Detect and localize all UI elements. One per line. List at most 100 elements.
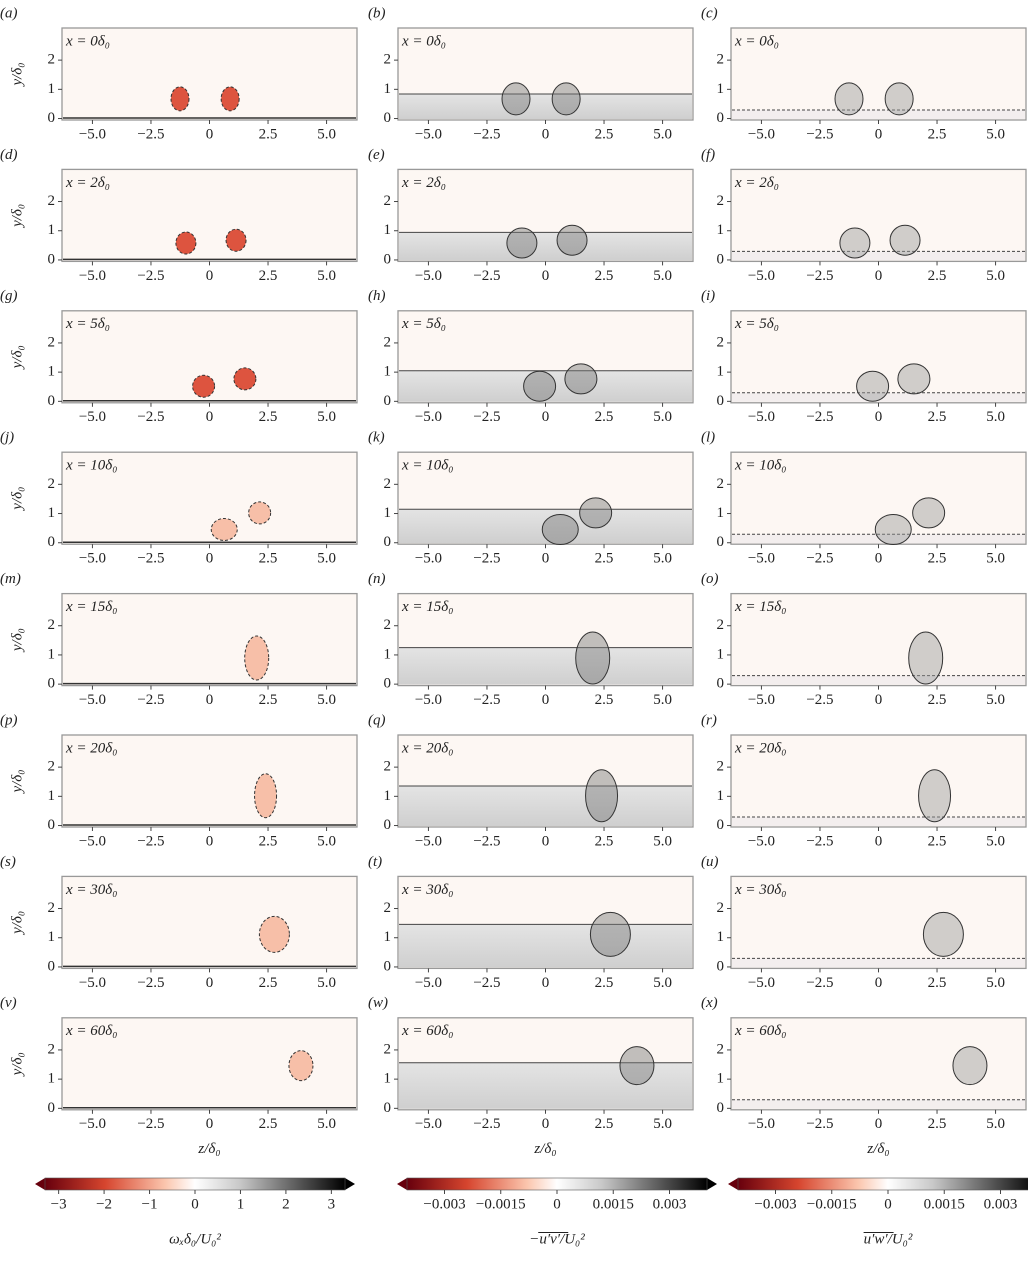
y-tick-label: 1 (384, 1071, 392, 1087)
y-tick-label: 2 (48, 52, 56, 68)
colorbar-tick-label: −1 (142, 1196, 158, 1212)
vortex-shape (889, 224, 921, 256)
x-tick-label: 0 (542, 833, 550, 849)
x-tick-label: 2.5 (259, 833, 278, 849)
x-tick-label: −2.5 (137, 692, 164, 708)
colorbar-tick-label: 0 (884, 1196, 892, 1212)
panel-annotation: x = 2δ₀ (65, 175, 110, 191)
x-tick-label: 0 (206, 975, 214, 991)
boundary-layer (732, 817, 1025, 826)
panel-label: (e) (368, 147, 385, 163)
vortex-shape (248, 501, 272, 525)
x-tick-label: 5.0 (986, 975, 1005, 991)
x-tick-label: −5.0 (748, 126, 775, 142)
x-tick-label: 5.0 (653, 692, 672, 708)
x-tick-label: 2.5 (259, 551, 278, 567)
x-tick-label: 0 (206, 692, 214, 708)
panel-label: (r) (701, 712, 717, 728)
colorbar-arrow (707, 1178, 717, 1190)
panel-frame (730, 451, 1027, 545)
y-axis-label: y/δ₀ (9, 769, 25, 794)
x-tick-label: −2.5 (137, 551, 164, 567)
y-tick-label: 1 (48, 364, 56, 380)
x-tick-label: 2.5 (595, 126, 614, 142)
panel-label: (c) (701, 5, 718, 21)
x-tick-label: −2.5 (473, 975, 500, 991)
x-tick-label: −5.0 (748, 833, 775, 849)
x-tick-label: 0 (875, 1116, 883, 1132)
y-axis-label: y/δ₀ (9, 487, 25, 512)
panel-frame (61, 875, 358, 970)
x-tick-label: −5.0 (748, 551, 775, 567)
x-tick-label: 5.0 (317, 975, 336, 991)
y-tick-label: 0 (384, 110, 392, 126)
x-tick-label: 0 (875, 833, 883, 849)
x-tick-label: −2.5 (806, 409, 833, 425)
x-tick-label: 2.5 (928, 975, 947, 991)
x-tick-label: 5.0 (653, 1116, 672, 1132)
y-tick-label: 2 (48, 617, 56, 633)
y-tick-label: 1 (48, 81, 56, 97)
panel-label: (s) (0, 854, 16, 870)
y-axis-label: y/δ₀ (9, 62, 25, 87)
boundary-layer (732, 958, 1025, 968)
panel-annotation: x = 15δ₀ (401, 599, 453, 615)
x-tick-label: 2.5 (259, 126, 278, 142)
y-tick-label: 0 (48, 534, 56, 550)
y-tick-label: 2 (384, 193, 392, 209)
y-tick-label: 2 (48, 1041, 56, 1057)
panel-annotation: x = 0δ₀ (401, 33, 446, 49)
x-tick-label: 5.0 (317, 1116, 336, 1132)
x-tick-label: 5.0 (317, 126, 336, 142)
x-tick-label: −2.5 (137, 975, 164, 991)
boundary-layer (399, 647, 692, 685)
x-tick-label: 0 (542, 975, 550, 991)
x-tick-label: −2.5 (473, 1116, 500, 1132)
x-tick-label: 2.5 (928, 1116, 947, 1132)
x-tick-label: 5.0 (317, 409, 336, 425)
y-tick-label: 0 (48, 393, 56, 409)
colorbar-tick-label: 0 (553, 1196, 561, 1212)
x-tick-label: 5.0 (653, 975, 672, 991)
vortex-shape (619, 1046, 655, 1086)
panel-annotation: x = 20δ₀ (734, 740, 786, 756)
panel-annotation: x = 0δ₀ (65, 33, 110, 49)
x-tick-label: 5.0 (653, 409, 672, 425)
vortex-shape (556, 224, 588, 256)
vortex-shape (874, 513, 912, 545)
y-tick-label: 2 (48, 900, 56, 916)
x-tick-label: −5.0 (748, 409, 775, 425)
vortex-shape (551, 82, 581, 116)
panel-label: (x) (701, 995, 718, 1011)
y-tick-label: 2 (717, 476, 725, 492)
x-tick-label: 0 (206, 126, 214, 142)
x-tick-label: −2.5 (806, 268, 833, 284)
x-tick-label: 2.5 (259, 692, 278, 708)
panel-annotation: x = 60δ₀ (734, 1023, 786, 1039)
panel-label: (d) (0, 147, 18, 163)
vortex-shape (834, 82, 864, 116)
x-tick-label: −2.5 (806, 551, 833, 567)
y-tick-label: 0 (384, 1100, 392, 1116)
y-tick-label: 1 (717, 505, 725, 521)
colorbar-tick-label: 0.003 (984, 1196, 1018, 1212)
y-tick-label: 2 (384, 1041, 392, 1057)
colorbar-label: u′w′/U₀² (864, 1231, 913, 1247)
boundary-layer (399, 924, 692, 968)
colorbar-tick-label: 0.0015 (924, 1196, 965, 1212)
x-tick-label: −5.0 (79, 551, 106, 567)
panel-annotation: x = 15δ₀ (65, 599, 117, 615)
x-tick-label: 0 (542, 409, 550, 425)
vortex-shape (506, 227, 538, 259)
x-tick-label: −5.0 (415, 551, 442, 567)
y-tick-label: 2 (48, 334, 56, 350)
vortex-shape (579, 497, 613, 529)
x-axis-label: z/δ₀ (533, 1141, 556, 1157)
x-tick-label: −2.5 (473, 409, 500, 425)
y-tick-label: 0 (717, 534, 725, 550)
panel-annotation: x = 2δ₀ (734, 175, 779, 191)
colorbar-tick-label: 3 (328, 1196, 336, 1212)
y-tick-label: 0 (717, 393, 725, 409)
y-tick-label: 0 (384, 251, 392, 267)
x-tick-label: 5.0 (653, 268, 672, 284)
